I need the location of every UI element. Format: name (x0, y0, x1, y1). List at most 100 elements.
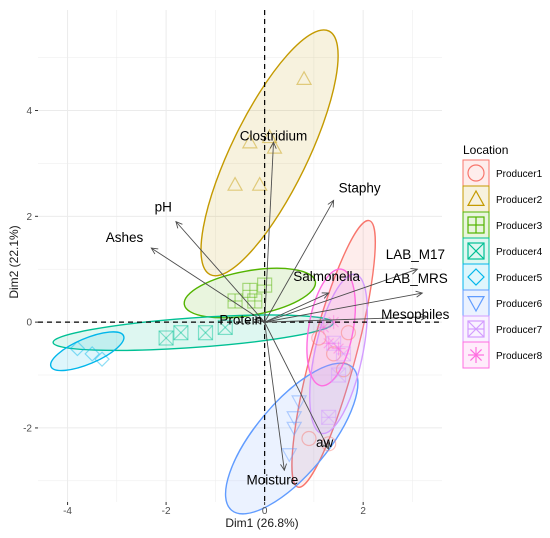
point-producer2 (227, 176, 244, 191)
legend-label: Producer3 (496, 221, 543, 232)
point-producer2 (261, 128, 278, 144)
x-tick-label: -2 (162, 506, 171, 517)
point-producer2 (296, 70, 313, 85)
x-tick-label: 0 (262, 506, 268, 517)
legend-key (462, 263, 490, 291)
point-producer4 (217, 319, 233, 336)
label-clostridium: Clostridium (240, 128, 308, 143)
legend-entry-producer3: Producer3 (462, 211, 543, 239)
y-tick-label: -2 (23, 423, 32, 434)
point-producer6 (291, 395, 308, 410)
group-ellipses (49, 29, 376, 515)
point-producer8 (316, 320, 331, 335)
point-producer6 (281, 448, 298, 463)
ellipse-producer7 (309, 273, 369, 435)
point-producer6 (286, 421, 303, 437)
point-producer5 (84, 346, 101, 362)
tick-labels: -4 -2 0 2 -2 0 2 4 (23, 106, 366, 517)
x-tick-label: -4 (63, 506, 72, 517)
label-ashes: Ashes (106, 230, 144, 245)
point-producer7 (335, 346, 352, 362)
y-tick-label: 4 (26, 106, 32, 117)
legend-entry-producer6: Producer6 (462, 289, 543, 317)
legend-symbol (467, 164, 485, 182)
arrow-aw (264, 321, 330, 451)
arrow-clostridium (264, 141, 277, 323)
legend-title: Location (463, 143, 508, 157)
legend-key (462, 159, 490, 187)
ellipse-producer5 (49, 331, 125, 372)
point-producer2 (241, 134, 258, 149)
ellipse-producer2 (200, 29, 339, 277)
legend-label: Producer7 (496, 325, 543, 336)
point-producer1 (311, 330, 327, 346)
point-producer5 (69, 340, 86, 357)
legend: Location Producer1 Producer2 Producer3 Prod… (462, 143, 543, 369)
legend-symbol (467, 320, 485, 338)
y-tick-label: 2 (26, 212, 32, 223)
legend-symbol (467, 216, 485, 234)
point-producer7 (326, 335, 342, 351)
point-producer2 (251, 176, 268, 191)
legend-symbol (467, 242, 485, 260)
group-points (69, 70, 356, 463)
point-producer4 (173, 325, 189, 341)
legend-symbol (467, 268, 485, 286)
arrow-ph (175, 220, 265, 323)
point-producer1 (301, 430, 317, 447)
point-producer3 (242, 282, 258, 298)
label-ph: pH (155, 200, 172, 215)
label-protein: Protein (219, 312, 262, 327)
point-producer8 (321, 336, 336, 351)
point-producer3 (227, 293, 243, 309)
legend-label: Producer1 (496, 169, 543, 180)
point-producer1 (321, 436, 337, 452)
point-producer5 (94, 351, 110, 368)
arrow-lab_m17 (264, 267, 419, 323)
legend-label: Producer8 (496, 351, 543, 362)
label-mesophiles: Mesophiles (381, 307, 450, 322)
y-axis-title: Dim2 (22.1%) (7, 225, 21, 298)
label-lab_mrs: LAB_MRS (385, 271, 448, 286)
legend-entry-producer7: Producer7 (462, 315, 543, 343)
point-producer1 (340, 325, 356, 341)
label-moisture: Moisture (246, 472, 298, 487)
legend-entry-producer1: Producer1 (462, 159, 543, 187)
label-lab_m17: LAB_M17 (386, 247, 445, 262)
ellipse-producer8 (306, 268, 357, 387)
variable-arrows (150, 141, 429, 472)
legend-symbol (466, 296, 486, 313)
point-producer4 (197, 325, 214, 341)
point-producer3 (247, 293, 263, 309)
label-salmonella: Salmonella (293, 269, 360, 284)
legend-entry-producer2: Producer2 (462, 185, 543, 213)
legend-entry-producer5: Producer5 (462, 263, 543, 291)
legend-label: Producer2 (496, 195, 543, 206)
label-aw: aw (316, 435, 334, 450)
arrow-protein (253, 317, 265, 325)
y-tick-label: 0 (26, 318, 32, 329)
arrow-lab_mrs (264, 290, 424, 323)
arrow-mesophiles (264, 313, 429, 323)
point-producer7 (330, 367, 347, 383)
point-producer8 (331, 341, 346, 356)
legend-symbol (468, 347, 484, 363)
arrow-moisture (264, 322, 287, 472)
point-producer6 (286, 411, 303, 426)
point-producer1 (326, 346, 342, 362)
legend-entry-producer4: Producer4 (462, 237, 543, 265)
reference-lines (38, 10, 442, 502)
arrow-ashes (150, 247, 265, 323)
legend-label: Producer4 (496, 247, 543, 258)
legend-label: Producer5 (496, 273, 543, 284)
x-axis-title: Dim1 (26.8%) (225, 516, 298, 530)
point-producer4 (158, 330, 174, 346)
variable-labels: Clostridium Staphy pH Ashes Salmonella LAB_M1… (106, 128, 450, 487)
arrow-staphy (264, 199, 335, 323)
legend-entry-producer8: Producer8 (462, 341, 543, 369)
point-producer1 (335, 362, 352, 378)
legend-label: Producer6 (496, 299, 543, 310)
point-producer7 (321, 409, 337, 425)
label-staphy: Staphy (339, 180, 381, 195)
